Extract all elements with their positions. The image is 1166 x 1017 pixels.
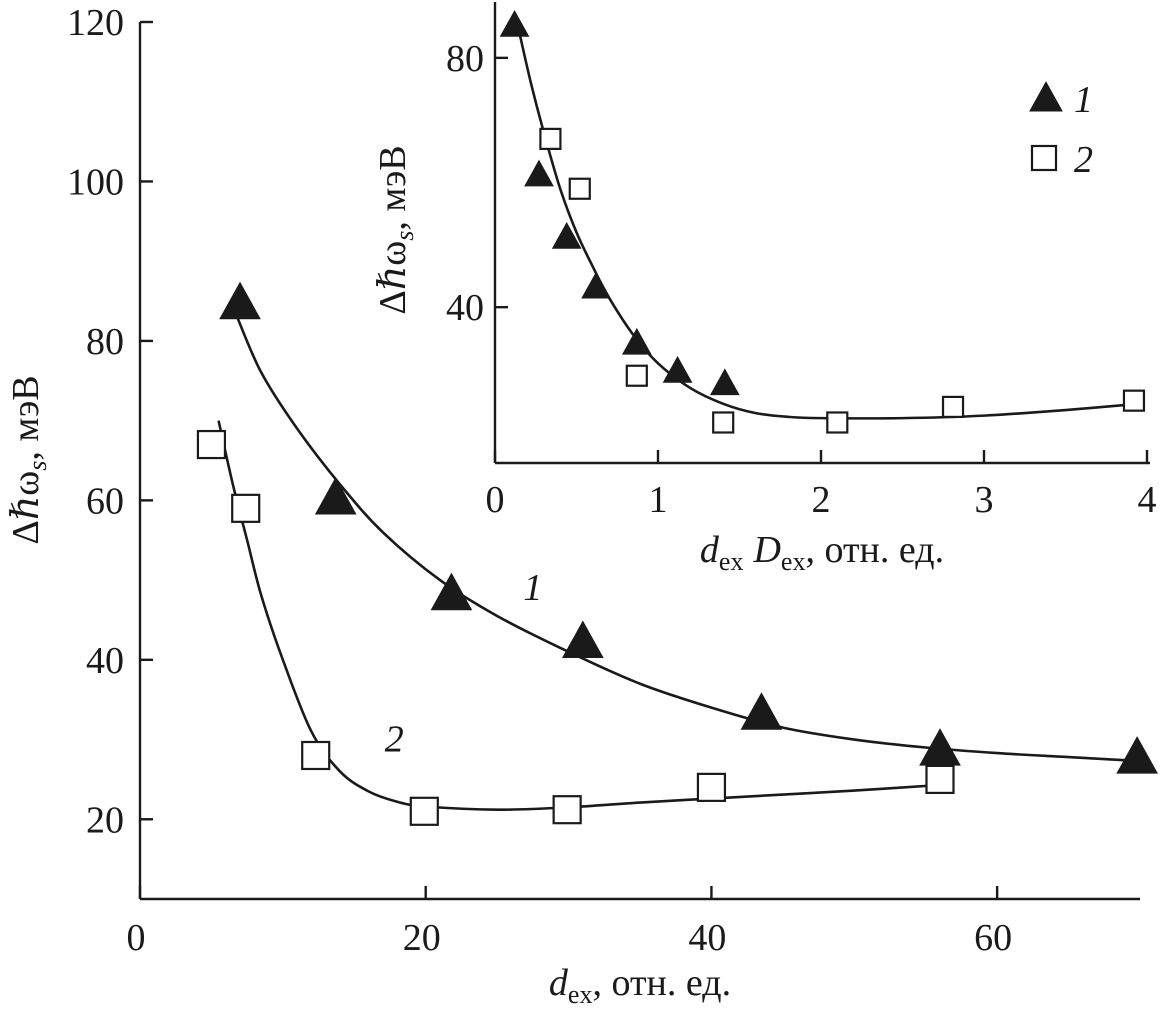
main-y-tick-label: 20 bbox=[86, 799, 124, 841]
inset-point-series-1 bbox=[621, 327, 652, 355]
inset-point-series-1 bbox=[581, 271, 611, 299]
main-y-tick-label: 80 bbox=[86, 321, 124, 363]
inset-legend: 12 bbox=[1029, 79, 1093, 181]
inset-point-series-2 bbox=[826, 411, 849, 434]
inset-x-ticks: 0 1 2 3 4 bbox=[486, 450, 1157, 521]
main-x-tick-label: 0 bbox=[127, 917, 146, 959]
inset-point-series-2 bbox=[1122, 389, 1146, 412]
main-point-series-2 bbox=[301, 740, 331, 771]
main-x-ticks: 0 20 40 60 bbox=[127, 886, 1012, 959]
inset-point-series-1 bbox=[662, 355, 693, 383]
main-point-series-2 bbox=[552, 795, 582, 825]
inset-fit-curve-line bbox=[518, 32, 1139, 420]
main-point-series-1 bbox=[219, 281, 261, 320]
inset-x-tick-label: 3 bbox=[975, 479, 994, 521]
inset-point-series-2 bbox=[625, 364, 648, 387]
main-y-tick-label: 120 bbox=[67, 2, 124, 44]
inset-point-series-2 bbox=[539, 127, 562, 150]
main-y-axis-label: Δℏωs, мэВ bbox=[5, 375, 52, 544]
main-x-tick-label: 40 bbox=[688, 917, 726, 959]
inset-axes bbox=[493, 2, 1150, 465]
legend-label-1: 1 bbox=[1074, 79, 1093, 121]
main-fit-curve-2 bbox=[217, 420, 941, 812]
main-fit-curve-1 bbox=[235, 316, 1141, 763]
inset-point-series-2 bbox=[712, 411, 735, 434]
main-point-series-2 bbox=[231, 493, 261, 523]
inset-point-series-2 bbox=[568, 177, 591, 200]
inset-y-ticks: 40 80 bbox=[446, 38, 508, 329]
inset-x-tick-label: 1 bbox=[649, 479, 668, 521]
main-point-series-2 bbox=[925, 764, 955, 795]
main-axes bbox=[138, 22, 1140, 901]
main-fit-curves bbox=[217, 316, 1141, 812]
inset-x-tick-label: 0 bbox=[486, 479, 505, 521]
main-x-axis-label: dex, отн. ед. bbox=[549, 962, 731, 1009]
main-x-tick-label: 20 bbox=[403, 917, 441, 959]
inset-point-series-2 bbox=[941, 395, 965, 419]
main-curve-label-1: 1 bbox=[523, 567, 542, 609]
main-point-series-1 bbox=[314, 477, 357, 515]
legend-label-2: 2 bbox=[1074, 139, 1093, 181]
main-y-tick-label: 100 bbox=[67, 161, 124, 203]
inset-point-series-1 bbox=[499, 10, 530, 37]
legend-marker-2 bbox=[1030, 144, 1058, 172]
main-y-ticks: 20 40 60 80 100 120 bbox=[67, 2, 153, 841]
inset-x-tick-label: 4 bbox=[1138, 479, 1157, 521]
main-point-series-1 bbox=[740, 692, 783, 730]
inset-y-axis-label: Δℏωs, мэВ bbox=[372, 145, 419, 314]
main-point-series-2 bbox=[696, 772, 727, 802]
main-data-points bbox=[196, 281, 1158, 826]
main-point-series-2 bbox=[409, 796, 439, 826]
main-point-series-1 bbox=[430, 572, 473, 611]
inset-point-series-1 bbox=[551, 221, 582, 249]
main-curve-labels: 12 bbox=[385, 567, 543, 760]
inset-data-points bbox=[499, 10, 1146, 434]
main-point-series-1 bbox=[562, 620, 604, 659]
inset-y-tick-label: 40 bbox=[446, 287, 484, 329]
inset-fit-curve bbox=[518, 32, 1139, 420]
inset-x-axis-label: dex Dex, отн. ед. bbox=[700, 529, 944, 576]
inset-point-series-1 bbox=[709, 368, 740, 396]
inset-y-tick-label: 80 bbox=[446, 38, 484, 80]
main-x-tick-label: 60 bbox=[974, 917, 1012, 959]
main-point-series-1 bbox=[1116, 736, 1158, 774]
legend-marker-1 bbox=[1029, 81, 1063, 112]
inset-point-series-1 bbox=[524, 159, 554, 187]
main-curve-label-2: 2 bbox=[385, 719, 404, 761]
main-y-tick-label: 40 bbox=[86, 640, 124, 682]
inset-x-tick-label: 2 bbox=[812, 479, 831, 521]
main-y-tick-label: 60 bbox=[86, 480, 124, 522]
main-point-series-2 bbox=[196, 429, 227, 460]
